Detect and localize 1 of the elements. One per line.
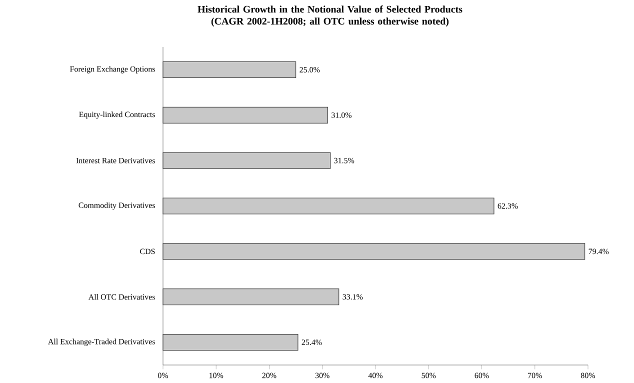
chart-title: Historical Growth in the Notional Value of Selected Products (CAGR 2002-1H2008; all OTC unless otherwise noted)	[198, 6, 462, 27]
